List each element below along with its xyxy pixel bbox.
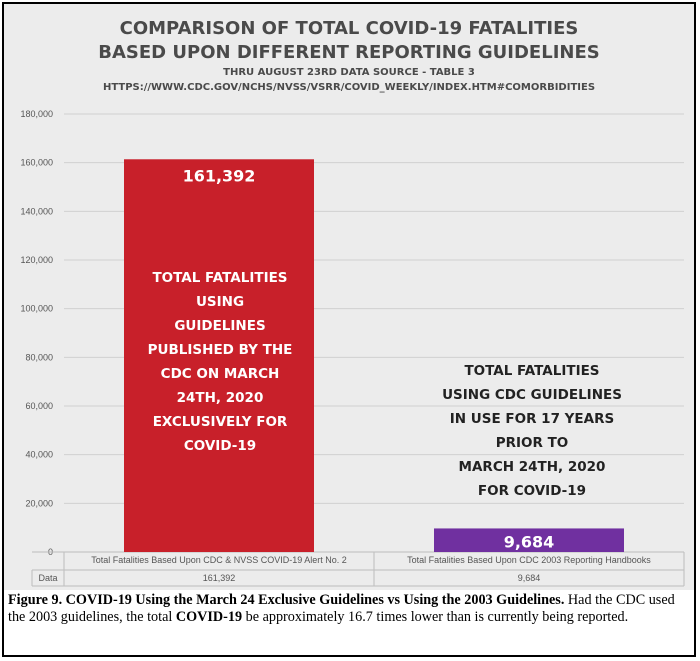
chart-area: COMPARISON OF TOTAL COVID-19 FATALITIES …: [4, 4, 694, 590]
caption-text-b: be approximately 16.7 times lower than i…: [245, 609, 629, 625]
chart-source-url: HTTPS://WWW.CDC.GOV/NCHS/NVSS/VSRR/COVID…: [102, 82, 596, 93]
bar1-annotation-line: EXCLUSIVELY FOR: [152, 414, 288, 430]
table-value: 161,392: [203, 573, 236, 583]
bar2-annotation-line: MARCH 24TH, 2020: [458, 459, 606, 475]
y-tick-label: 80,000: [25, 352, 53, 362]
bar-1: [124, 159, 314, 552]
bar2-annotation-line: TOTAL FATALITIES: [464, 363, 600, 379]
bar1-annotation-line: GUIDELINES: [174, 318, 266, 334]
bar-chart: 020,00040,00060,00080,000100,000120,0001…: [20, 109, 685, 587]
chart-title-line2: BASED UPON DIFFERENT REPORTING GUIDELINE…: [98, 42, 600, 63]
x-category-label: Total Fatalities Based Upon CDC 2003 Rep…: [407, 555, 651, 565]
bar1-annotation: TOTAL FATALITIES USING GUIDELINES PUBLISHED…: [126, 266, 314, 458]
bar1-annotation-line: USING: [195, 294, 245, 310]
bar1-annotation-line: PUBLISHED BY THE: [147, 342, 293, 358]
table-value: 9,684: [518, 573, 541, 583]
bar1-annotation-line: 24TH, 2020: [176, 390, 264, 406]
bar2-annotation-line: PRIOR TO: [495, 435, 569, 451]
figure-caption: Figure 9. COVID-19 Using the March 24 Ex…: [8, 592, 692, 626]
bar1-annotation-line: CDC ON MARCH: [160, 366, 280, 382]
bar2-annotation-line: FOR COVID-19: [477, 483, 587, 499]
bar2-annotation-line: USING CDC GUIDELINES: [442, 387, 622, 403]
chart-subtitle: THRU AUGUST 23RD DATA SOURCE - TABLE 3: [223, 67, 475, 78]
table-row-label: Data: [38, 573, 57, 583]
caption-text-a: Had the CDC used the 2003 guidelines, th…: [8, 592, 675, 625]
bar-2: [434, 528, 624, 552]
bar-1-value-label: 161,392: [183, 166, 256, 185]
x-category-label: Total Fatalities Based Upon CDC & NVSS C…: [91, 555, 347, 565]
caption-title: COVID-19 Using the March 24 Exclusive Gu…: [65, 592, 565, 608]
y-tick-label: 140,000: [20, 206, 53, 216]
bar-2-value-label: 9,684: [504, 532, 555, 551]
y-tick-label: 100,000: [20, 304, 53, 314]
y-tick-label: 20,000: [25, 498, 53, 508]
y-tick-label: 40,000: [25, 450, 53, 460]
chart-title: COMPARISON OF TOTAL COVID-19 FATALITIES: [119, 18, 579, 39]
bar2-annotation: TOTAL FATALITIES USING CDC GUIDELINES IN U…: [412, 359, 652, 503]
caption-bold-term: COVID-19: [175, 609, 243, 625]
y-tick-label: 120,000: [20, 255, 53, 265]
bar2-annotation-line: IN USE FOR 17 YEARS: [449, 411, 615, 427]
caption-figure-number: Figure 9.: [8, 592, 63, 608]
y-tick-label: 60,000: [25, 401, 53, 411]
y-tick-label: 160,000: [20, 158, 53, 168]
y-tick-label: 180,000: [20, 109, 53, 119]
bar1-annotation-line: COVID-19: [183, 438, 257, 454]
bar1-annotation-line: TOTAL FATALITIES: [152, 270, 288, 286]
